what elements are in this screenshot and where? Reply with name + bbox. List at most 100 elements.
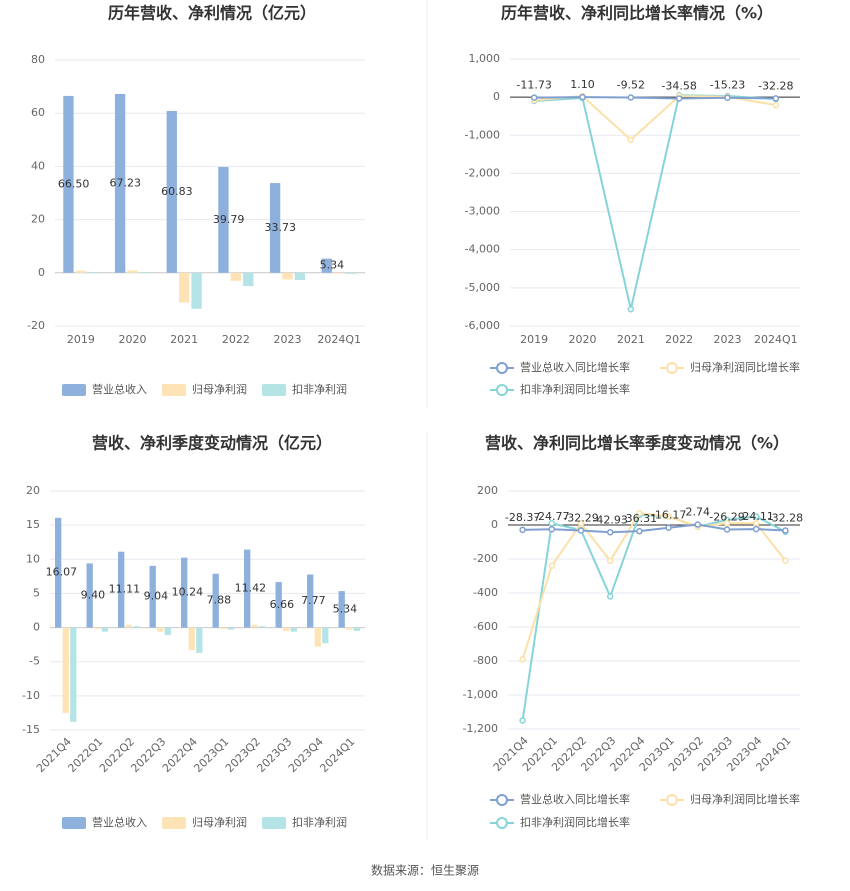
line [521,512,787,660]
legend-label: 归母净利润 [192,382,247,396]
point [519,717,526,724]
value-label: 5.34 [320,259,345,272]
bar [251,624,258,628]
bar [290,627,297,632]
point [548,562,556,570]
bar [283,627,290,631]
y-tick-label: 5 [33,586,40,599]
point [723,520,731,527]
point [752,513,760,520]
bar [243,272,254,287]
value-label: 10.24 [172,586,204,599]
value-label: -16.17 [651,509,686,522]
point [772,95,780,102]
legend-swatch [162,384,186,396]
y-tick-label: 0 [493,90,500,103]
bar [139,272,151,273]
y-tick-label: 1,000 [469,52,501,65]
value-label: 2.74 [686,506,711,519]
point [519,526,526,534]
y-tick-label: -1,000 [465,128,500,141]
chart-title: 历年营收、净利情况（亿元） [108,4,316,23]
bar [88,272,99,273]
legend-label: 归母净利润 [192,815,247,829]
value-label: 6.66 [270,598,295,611]
y-tick-label: 15 [26,518,40,531]
value-label: -42.93 [592,513,627,526]
x-tick-label: 2019 [520,333,548,346]
bar [334,272,345,274]
point [675,95,683,102]
legend-label: 营业总收入 [92,815,147,829]
bar [133,626,140,628]
line [521,513,786,721]
bar [227,627,234,630]
x-tick-label: 2020 [569,333,597,346]
point [772,101,780,109]
bar [127,270,138,273]
point [665,524,672,531]
y-tick-label: 20 [31,213,45,226]
value-label: -24.77 [534,510,569,523]
bar [282,272,293,280]
bar [346,272,357,274]
value-label: 16.07 [46,566,78,579]
value-label: -24.11 [738,510,773,523]
y-tick-label: -600 [473,620,498,633]
y-tick-label: -5,000 [465,281,500,294]
x-tick-label: 2024Q1 [754,333,798,346]
bar [179,272,190,303]
value-label: -32.28 [768,511,803,524]
bar [114,93,126,273]
value-label: 1.10 [570,78,595,91]
legend-swatch [62,817,86,829]
value-label: 5.34 [333,602,358,615]
y-tick-label: 0 [33,621,40,634]
y-tick-label: -15 [22,723,40,736]
y-tick-label: 0 [38,266,45,279]
value-label: 7.88 [207,594,232,607]
value-label: 39.79 [213,213,245,226]
chart-title: 营收、净利同比增长率季度变动情况（%） [485,434,789,453]
point [606,593,614,600]
bar [314,627,321,647]
point [752,520,760,527]
value-label: 9.40 [81,588,106,601]
point [577,527,585,534]
y-tick-label: -1,000 [463,688,498,701]
point [627,305,635,313]
value-label: -34.58 [661,79,696,92]
legend-label: 扣非净利润 [292,382,347,396]
bar [218,166,229,273]
value-label: 66.50 [58,177,90,190]
bar [86,563,93,628]
bar [307,574,314,628]
value-label: -32.29 [563,511,598,524]
point [665,513,672,520]
bar [55,517,62,628]
point [636,527,643,535]
bar [94,627,101,629]
x-tick-label: 2023 [274,333,302,346]
y-tick-label: -5 [29,655,40,668]
legend-label: 扣非净利润 [292,815,347,829]
y-tick-label: -1,200 [463,722,498,735]
bar [220,627,227,629]
value-label: 60.83 [161,185,193,198]
bar [164,627,171,636]
point [627,94,635,101]
bar [294,272,306,280]
x-tick-label: 2023 [714,333,742,346]
bar [157,627,164,632]
bar [338,591,345,628]
line [522,523,786,534]
bar [75,270,86,273]
legend-label: 营业总收入同比增长率 [520,792,630,806]
y-tick-label: 40 [31,159,45,172]
bar [196,627,203,653]
y-tick-label: 20 [26,484,40,497]
x-tick-label: 2022 [222,333,250,346]
legend-marker [496,362,508,374]
point [519,656,526,663]
